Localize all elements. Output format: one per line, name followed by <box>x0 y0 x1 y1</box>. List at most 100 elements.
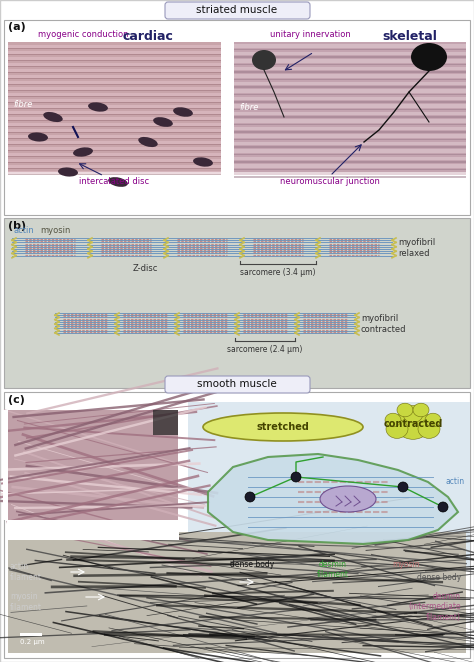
Bar <box>234 169 466 170</box>
Bar <box>234 93 466 95</box>
Bar <box>234 142 466 145</box>
Text: myosin: myosin <box>392 560 420 569</box>
Bar <box>8 117 221 120</box>
Bar <box>8 51 221 54</box>
Bar <box>8 129 221 132</box>
Ellipse shape <box>320 486 376 512</box>
Bar <box>234 134 466 138</box>
Bar <box>234 149 466 152</box>
Bar <box>8 57 221 60</box>
Text: myogenic conduction: myogenic conduction <box>38 30 128 39</box>
Text: neuromuscular junction: neuromuscular junction <box>280 177 380 186</box>
Bar <box>4 218 470 388</box>
Bar <box>234 86 466 87</box>
Bar <box>234 71 466 73</box>
Ellipse shape <box>73 148 93 157</box>
Bar <box>234 64 466 65</box>
Bar <box>8 54 221 55</box>
Ellipse shape <box>291 472 301 482</box>
Text: cardiac: cardiac <box>123 30 173 43</box>
Bar <box>7 520 179 540</box>
Bar <box>8 63 221 66</box>
Bar <box>8 114 221 115</box>
Text: desmin
filament: desmin filament <box>317 560 349 579</box>
Bar <box>8 171 221 173</box>
Bar <box>8 132 221 133</box>
Text: dense body: dense body <box>417 573 461 581</box>
Bar <box>8 87 221 89</box>
Bar <box>8 165 221 167</box>
Bar <box>234 138 466 140</box>
Bar <box>8 168 221 169</box>
Ellipse shape <box>385 413 401 427</box>
Bar <box>8 66 221 68</box>
Bar <box>234 109 466 110</box>
Bar <box>234 126 466 130</box>
Bar <box>8 84 221 85</box>
Bar <box>8 123 221 126</box>
Text: sarcomere (2.4 μm): sarcomere (2.4 μm) <box>228 345 303 354</box>
Text: (b): (b) <box>8 221 26 231</box>
Bar <box>234 154 466 155</box>
Bar <box>8 105 221 107</box>
Text: sarcomere (3.4 μm): sarcomere (3.4 μm) <box>240 268 316 277</box>
Text: actin
filament: actin filament <box>10 562 42 582</box>
Ellipse shape <box>193 158 213 167</box>
Bar <box>234 111 466 115</box>
Bar <box>188 402 470 567</box>
Bar <box>8 93 221 95</box>
Bar <box>8 138 221 139</box>
Text: striated muscle: striated muscle <box>196 5 278 15</box>
Ellipse shape <box>43 112 63 122</box>
Text: myosin: myosin <box>40 226 70 235</box>
Bar <box>234 146 466 148</box>
Ellipse shape <box>386 420 408 438</box>
Text: myosin
filament: myosin filament <box>10 592 42 612</box>
Text: dense body: dense body <box>230 560 274 569</box>
Ellipse shape <box>245 492 255 502</box>
Ellipse shape <box>418 420 440 438</box>
Bar <box>234 116 466 117</box>
Bar <box>4 392 470 658</box>
Text: intercalated disc: intercalated disc <box>79 177 149 186</box>
Bar <box>8 174 221 175</box>
Ellipse shape <box>252 50 276 70</box>
FancyBboxPatch shape <box>165 376 310 393</box>
Bar <box>234 48 466 50</box>
Ellipse shape <box>425 413 441 427</box>
Text: contracted: contracted <box>383 419 443 429</box>
Bar <box>234 131 466 132</box>
Ellipse shape <box>108 177 128 187</box>
Bar <box>234 119 466 122</box>
Bar <box>8 147 221 150</box>
Ellipse shape <box>395 408 431 440</box>
Bar <box>8 153 221 156</box>
Bar <box>8 42 221 172</box>
Text: actin: actin <box>14 226 35 235</box>
Bar <box>234 164 466 167</box>
Ellipse shape <box>411 43 447 71</box>
Bar <box>8 108 221 109</box>
Bar <box>8 410 178 520</box>
Ellipse shape <box>153 117 173 127</box>
Bar <box>234 81 466 85</box>
Bar <box>4 20 470 215</box>
Bar <box>234 171 466 175</box>
Bar <box>234 101 466 103</box>
Ellipse shape <box>438 502 448 512</box>
Bar <box>8 141 221 144</box>
Text: myofibril
relaxed: myofibril relaxed <box>398 238 435 258</box>
Bar <box>8 135 221 138</box>
Bar <box>8 156 221 157</box>
Bar <box>8 159 221 162</box>
Text: skeletal: skeletal <box>383 30 438 43</box>
Bar <box>8 45 221 48</box>
Text: smooth muscle: smooth muscle <box>197 379 277 389</box>
Bar <box>234 79 466 80</box>
Bar <box>234 97 466 100</box>
Ellipse shape <box>397 403 413 417</box>
Bar <box>8 162 221 164</box>
Ellipse shape <box>88 103 108 112</box>
Bar <box>234 89 466 93</box>
Bar <box>8 111 221 113</box>
